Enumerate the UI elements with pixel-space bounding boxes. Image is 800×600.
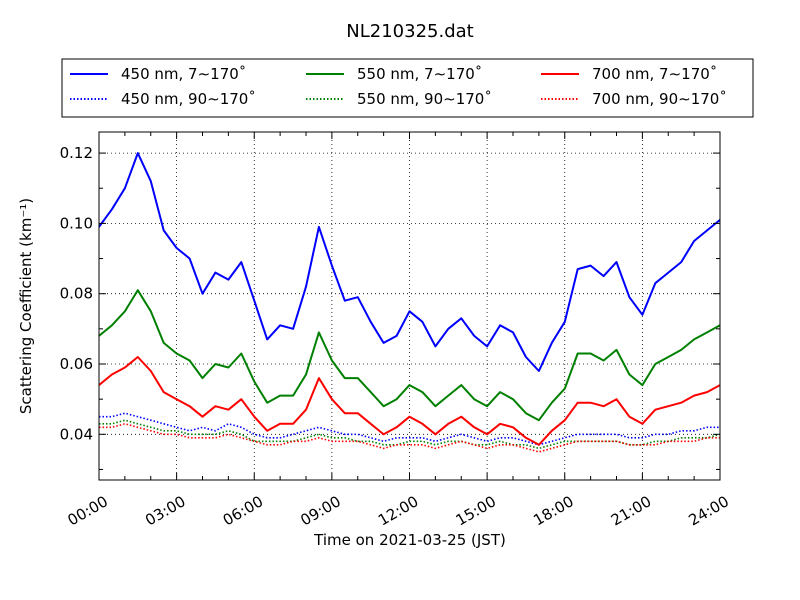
legend: 450 nm, 7∼170˚ 550 nm, 7∼170˚ 700 nm, 7∼17…	[61, 58, 754, 118]
legend-label: 700 nm, 90∼170˚	[592, 90, 727, 108]
axis-ticks	[98, 132, 721, 480]
y-tick-label: 0.06	[60, 355, 93, 373]
chart-title: NL210325.dat	[346, 21, 473, 42]
y-axis-label: Scattering Coefficient (km⁻¹)	[17, 198, 35, 414]
legend-label: 450 nm, 90∼170˚	[121, 90, 256, 108]
legend-items: 450 nm, 7∼170˚ 550 nm, 7∼170˚ 700 nm, 7∼17…	[70, 65, 727, 108]
y-tick-labels: 0.04 0.06 0.08 0.10 0.12	[60, 144, 93, 443]
y-tick-label: 0.12	[60, 144, 93, 162]
y-tick-label: 0.04	[60, 425, 93, 443]
legend-label: 450 nm, 7∼170˚	[121, 65, 246, 83]
legend-frame	[61, 58, 754, 118]
x-axis-label: Time on 2021-03-25 (JST)	[313, 531, 506, 549]
y-tick-label: 0.08	[60, 285, 93, 303]
legend-label: 550 nm, 90∼170˚	[357, 90, 492, 108]
y-tick-label: 0.10	[60, 214, 93, 232]
legend-label: 700 nm, 7∼170˚	[592, 65, 717, 83]
series-layer	[98, 152, 721, 453]
legend-label: 550 nm, 7∼170˚	[357, 65, 482, 83]
